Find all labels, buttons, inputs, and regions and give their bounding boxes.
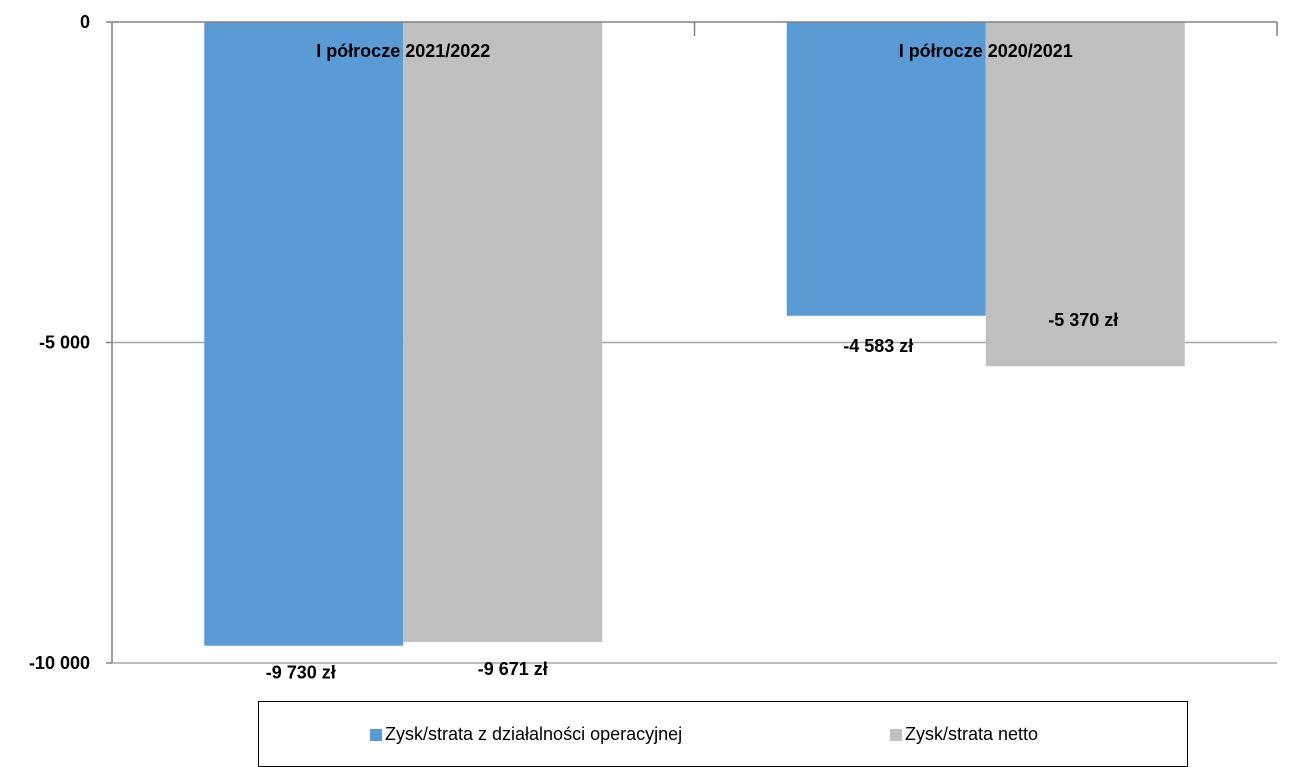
legend-label-net: Zysk/strata netto [905,724,1039,744]
data-label: -5 370 zł [1048,310,1118,330]
y-tick-label: -10 000 [29,653,90,673]
labels: 0 -5 000 -10 000 I półrocze 2021/2022 I półr… [29,12,1118,683]
y-tick-label: -5 000 [39,333,90,353]
legend-item-net: Zysk/strata netto [890,724,1038,745]
bar [985,22,1185,367]
axes [106,21,1278,664]
x-category-label: I półrocze 2021/2022 [316,41,490,61]
legend-label-operating: Zysk/strata z działalności operacyjnej [385,724,683,744]
chart: 0 -5 000 -10 000 I półrocze 2021/2022 I półr… [29,12,1278,683]
data-label: -9 730 zł [266,663,336,683]
bars [204,22,1185,646]
bar [204,22,404,646]
legend-item-operating: Zysk/strata z działalności operacyjnej [370,724,682,745]
legend: Zysk/strata z działalności operacyjnej Z… [258,701,1188,767]
bar [403,22,603,642]
x-category-label: I półrocze 2020/2021 [899,41,1073,61]
data-label: -9 671 zł [478,659,548,679]
y-tick-label: 0 [80,12,90,32]
legend-swatch-net [890,728,902,741]
bar [786,22,986,316]
legend-swatch-operating [370,728,382,741]
data-label: -4 583 zł [843,336,913,356]
